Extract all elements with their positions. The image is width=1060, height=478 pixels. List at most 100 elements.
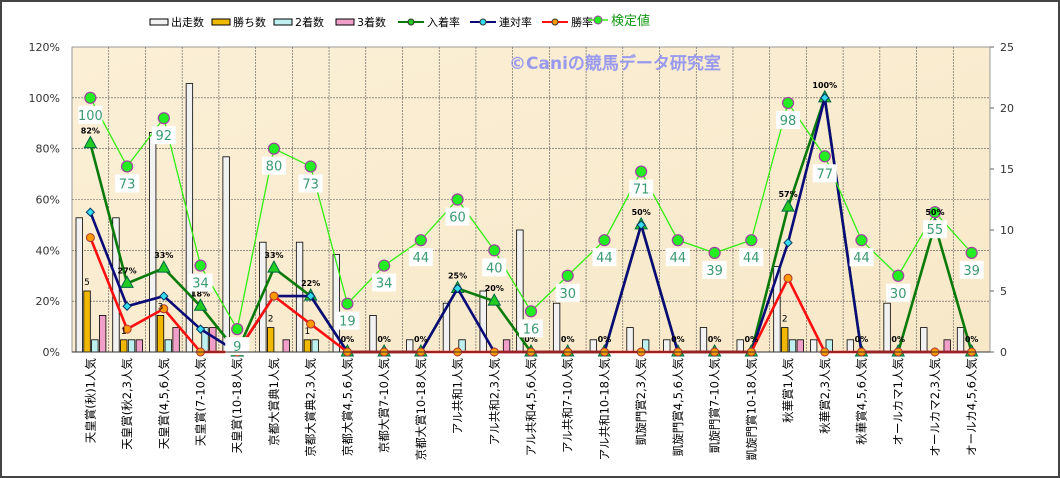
test-value-label-bg [886,283,911,302]
test-value-label-bg [922,220,947,239]
x-axis-label: 凱旋門賞10-18人気 [744,358,758,461]
x-axis-label: アル共和1人気 [451,358,465,435]
test-value-label-bg [115,174,140,193]
pct-label: 0% [671,335,685,344]
pct-label: 100% [812,81,837,90]
x-axis-label: アル共和4,5,6人気 [524,358,538,457]
diamond-marker-連対率 [636,220,646,230]
pct-label: 0% [377,335,391,344]
bar-出走数 [846,339,855,353]
bar-3着数 [502,339,511,353]
circle-marker-検定値 [84,91,97,104]
bar-勝ち数 [83,290,91,353]
bar-3着数 [135,339,144,353]
circle-marker-検定値 [855,234,868,247]
pct-label: 0% [965,335,979,344]
circle-marker-検定値 [818,150,831,163]
right-axis-tick: 5 [1000,285,1007,298]
legend-label: 入着率 [427,15,460,29]
test-value-label-bg [372,273,397,292]
circle-marker-検定値 [231,323,244,336]
pct-label: 0% [524,335,538,344]
x-axis-label: 秋華賞4,5,6人気 [854,358,868,445]
pct-label: 0% [708,335,722,344]
left-axis-tick: 60% [36,194,60,207]
triangle-marker-入着率 [156,260,171,273]
pct-label: 0% [855,335,869,344]
watermark: ©Caniの競馬データ研究室 [509,53,721,74]
bar-出走数 [149,131,157,353]
legend-marker-勝率 [551,18,559,26]
circle-marker-検定値 [965,246,978,259]
x-axis-label: オールカ4,5,6人気 [965,358,979,456]
bar-出走数 [552,302,561,353]
test-value-label: 60 [449,211,466,226]
test-value-label-bg [188,273,213,292]
bar-3着数 [282,339,290,353]
pct-label: 0% [891,335,905,344]
pct-label: 82% [81,127,100,136]
circle-marker-検定値 [414,234,427,247]
test-value-label-bg [959,260,984,279]
test-value-label: 39 [963,264,980,279]
bar-勝ち数 [266,327,275,353]
test-value-label: 77 [816,167,833,182]
x-axis-label: 天皇賞(7-10人気 [194,358,208,447]
legend-swatch-勝ち数 [211,18,231,26]
bar-2着数 [788,339,797,353]
pct-label: 22% [301,279,320,288]
x-axis-label: アル共和10-18人気 [597,358,611,461]
test-value-label: 71 [633,183,650,198]
triangle-marker-入着率 [487,293,502,306]
win-count-label: 1 [121,327,127,337]
circle-marker-検定値 [488,244,501,257]
test-value-label-bg [335,311,360,330]
test-value-label-bg [592,248,617,267]
circle-marker-検定値 [598,234,611,247]
x-axis-label: 天皇賞(秋2,3人気 [120,358,134,450]
pct-label: 0% [414,335,428,344]
circle-marker-勝率 [159,304,169,314]
bar-2着数 [311,339,319,353]
x-axis-label: 天皇賞(10-18人気 [230,358,244,454]
circle-marker-検定値 [157,112,170,125]
circle-marker-検定値 [781,96,795,110]
x-axis-label: 京都大賞10-18人気 [414,358,428,461]
test-value-label: 39 [706,264,723,279]
x-axis-label: 凱旋門賞7-10人気 [708,358,722,454]
bar-出走数 [75,217,83,353]
bar-出走数 [736,339,744,353]
bar-3着数 [209,327,217,353]
circle-marker-勝率 [85,233,95,243]
win-count-label: 3 [158,302,164,312]
diamond-marker-連対率 [159,291,169,301]
circle-marker-検定値 [635,165,648,178]
pct-label: 27% [118,266,137,275]
right-axis-tick: 15 [1000,163,1014,176]
left-axis-tick: 40% [36,244,60,257]
x-axis-label: 京都大賞4,5,6人気 [340,358,354,457]
bar-出走数 [663,339,671,353]
right-axis-tick: 25 [1000,41,1014,54]
bar-出走数 [406,339,414,353]
left-axis-tick: 120% [29,41,60,54]
test-value-label: 16 [523,322,540,337]
triangle-marker-入着率 [83,135,98,149]
test-value-label-bg [739,248,764,267]
x-axis-label: 京都大賞7-10人気 [377,358,391,454]
circle-marker-検定値 [561,269,574,282]
legend-swatch-3着数 [335,18,355,26]
left-axis-tick: 80% [36,143,60,156]
legend-marker-入着率 [407,18,415,26]
circle-marker-検定値 [120,160,134,173]
x-axis-label: オールカマ1人気 [891,358,905,446]
bar-出走数 [369,314,377,353]
circle-marker-検定値 [745,234,758,247]
x-axis-label: 凱旋門賞4,5,6人気 [671,358,685,457]
left-axis-tick: 20% [36,295,60,308]
test-value-label: 80 [266,160,283,175]
test-value-label: 44 [596,251,613,266]
bar-勝ち数 [781,327,789,353]
test-value-label: 30 [890,287,907,302]
test-value-label-bg [776,110,801,129]
